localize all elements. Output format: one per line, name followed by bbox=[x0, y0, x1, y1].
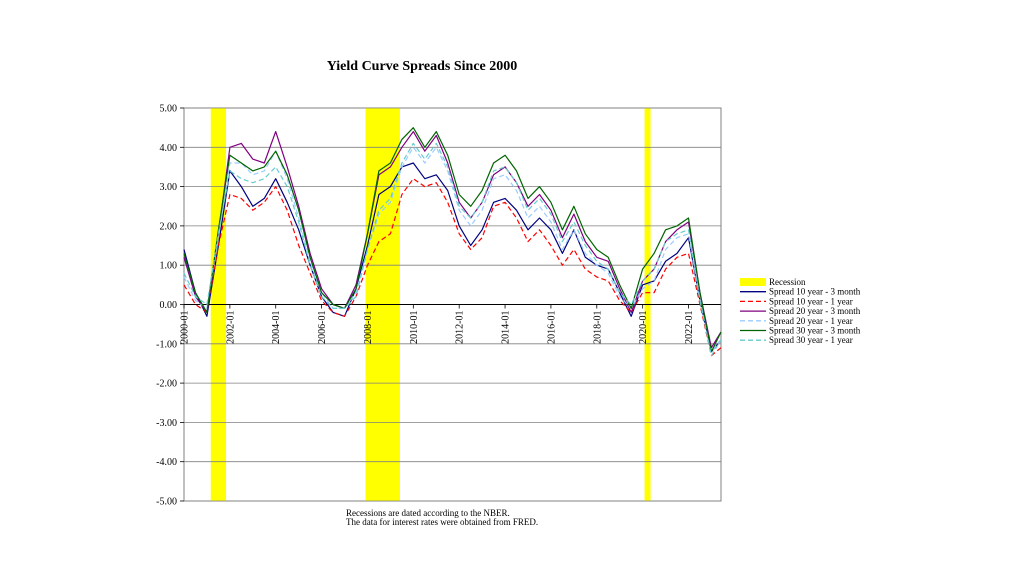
note-nber: Recessions are dated according to the NB… bbox=[346, 508, 510, 518]
y-tick-label: -4.00 bbox=[156, 457, 177, 468]
legend-label-2: Spread 10 year - 1 year bbox=[769, 296, 853, 306]
x-tick-label: 2006-01 bbox=[317, 311, 328, 344]
y-tick-label: 0.00 bbox=[160, 300, 178, 311]
legend-swatch-recession bbox=[740, 278, 766, 286]
legend-label-3: Spread 20 year - 3 month bbox=[769, 306, 861, 316]
gridlines bbox=[184, 107, 721, 502]
series-line-3 bbox=[183, 131, 722, 349]
y-tick-label: -1.00 bbox=[156, 339, 177, 350]
x-tick-label: 2010-01 bbox=[409, 311, 420, 344]
x-tick-label: 2014-01 bbox=[501, 310, 512, 343]
legend-label-1: Spread 10 year - 3 month bbox=[769, 287, 861, 297]
x-tick-label: 2012-01 bbox=[455, 311, 466, 344]
x-tick-label: 2020-01 bbox=[638, 311, 649, 344]
x-tick-label: 2018-01 bbox=[592, 311, 603, 344]
y-tick-label: -5.00 bbox=[156, 497, 177, 508]
x-axis: 2000-01 2002-01 2004-01 2006-01 2008-01 2010-… bbox=[180, 304, 721, 344]
x-tick-label: 2022-01 bbox=[684, 311, 695, 344]
series-lines bbox=[183, 127, 722, 357]
series-line-2 bbox=[183, 178, 722, 357]
y-axis-ticks: 5.00 4.00 3.00 2.00 1.00 0.00 -1.00 -2.00 -3.00 -… bbox=[156, 104, 184, 508]
x-tick-label: 2002-01 bbox=[225, 311, 236, 344]
note-fred: The data for interest rates were obtaine… bbox=[346, 517, 539, 527]
series-line-6 bbox=[183, 142, 722, 357]
legend-label-recession: Recession bbox=[769, 277, 806, 287]
series-line-1 bbox=[183, 162, 722, 353]
y-tick-label: -2.00 bbox=[156, 379, 177, 390]
legend-label-5: Spread 30 year - 3 month bbox=[769, 326, 861, 336]
legend-label-6: Spread 30 year - 1 year bbox=[769, 335, 853, 345]
y-tick-label: 4.00 bbox=[160, 143, 178, 154]
x-tick-label: 2000-01 bbox=[180, 311, 191, 344]
chart-title: Yield Curve Spreads Since 2000 bbox=[327, 59, 518, 74]
y-tick-label: 2.00 bbox=[160, 221, 178, 232]
y-tick-label: 5.00 bbox=[160, 104, 178, 115]
x-tick-label: 2004-01 bbox=[271, 311, 282, 344]
y-tick-label: -3.00 bbox=[156, 418, 177, 429]
y-tick-label: 1.00 bbox=[160, 261, 178, 272]
y-tick-label: 3.00 bbox=[160, 182, 178, 193]
legend-label-4: Spread 20 year - 1 year bbox=[769, 316, 853, 326]
x-tick-label: 2008-01 bbox=[363, 311, 374, 344]
x-tick-label: 2016-01 bbox=[546, 311, 557, 344]
